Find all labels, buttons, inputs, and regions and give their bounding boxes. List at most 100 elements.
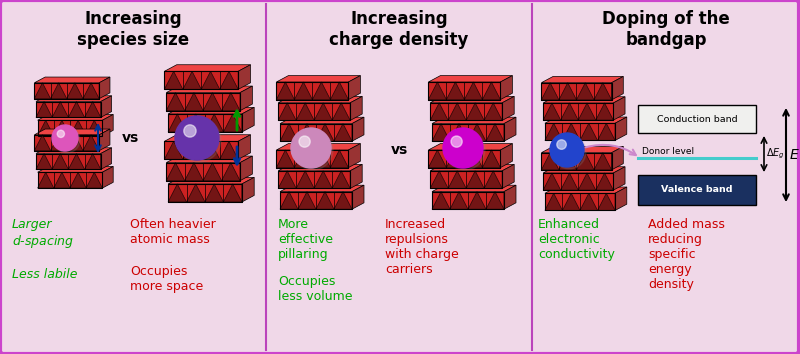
Polygon shape	[350, 164, 362, 188]
Polygon shape	[429, 82, 501, 99]
Polygon shape	[66, 135, 83, 151]
Text: E: E	[790, 148, 798, 162]
Polygon shape	[36, 154, 101, 169]
Text: Donor level: Donor level	[642, 147, 694, 156]
Polygon shape	[280, 185, 364, 192]
Polygon shape	[466, 171, 484, 188]
Polygon shape	[559, 153, 577, 170]
Polygon shape	[280, 124, 298, 141]
Polygon shape	[561, 173, 578, 190]
Polygon shape	[468, 124, 486, 141]
Polygon shape	[38, 172, 54, 188]
Polygon shape	[598, 123, 615, 141]
Polygon shape	[330, 82, 349, 99]
Polygon shape	[277, 82, 294, 99]
Polygon shape	[561, 103, 578, 120]
Polygon shape	[54, 120, 70, 136]
Polygon shape	[611, 147, 623, 170]
Circle shape	[552, 135, 586, 169]
Text: Occupies
less volume: Occupies less volume	[278, 275, 353, 303]
Polygon shape	[543, 173, 561, 190]
Polygon shape	[316, 124, 334, 141]
Polygon shape	[205, 114, 223, 132]
Polygon shape	[349, 76, 360, 99]
Polygon shape	[330, 150, 349, 167]
Polygon shape	[543, 103, 561, 120]
Polygon shape	[598, 193, 615, 210]
Polygon shape	[203, 93, 222, 111]
Polygon shape	[430, 96, 514, 103]
Polygon shape	[238, 135, 250, 159]
Polygon shape	[545, 187, 627, 193]
Polygon shape	[165, 135, 250, 141]
Polygon shape	[430, 103, 502, 120]
Polygon shape	[34, 135, 50, 151]
Circle shape	[451, 136, 462, 147]
Polygon shape	[277, 82, 349, 99]
Polygon shape	[223, 184, 242, 202]
Polygon shape	[577, 153, 594, 170]
Polygon shape	[278, 171, 296, 188]
Polygon shape	[34, 77, 110, 83]
Polygon shape	[36, 148, 111, 154]
Polygon shape	[314, 171, 332, 188]
Polygon shape	[429, 150, 446, 167]
Polygon shape	[36, 102, 101, 118]
Polygon shape	[543, 103, 614, 120]
Text: Often heavier
atomic mass: Often heavier atomic mass	[130, 218, 216, 246]
Circle shape	[550, 133, 584, 167]
Polygon shape	[68, 102, 85, 118]
Polygon shape	[429, 82, 446, 99]
Text: Added mass
reducing
specific
energy
density: Added mass reducing specific energy dens…	[648, 218, 725, 291]
Polygon shape	[332, 171, 350, 188]
Polygon shape	[594, 153, 611, 170]
Polygon shape	[430, 103, 448, 120]
Polygon shape	[86, 172, 102, 188]
Polygon shape	[86, 120, 102, 136]
Polygon shape	[99, 129, 110, 151]
Polygon shape	[432, 124, 504, 141]
Polygon shape	[242, 177, 254, 202]
Polygon shape	[296, 103, 314, 120]
Polygon shape	[542, 83, 611, 100]
Text: Increasing
charge density: Increasing charge density	[330, 10, 469, 49]
Polygon shape	[352, 185, 364, 209]
Polygon shape	[203, 162, 222, 181]
Text: Doping of the
bandgap: Doping of the bandgap	[602, 10, 730, 49]
Polygon shape	[278, 171, 350, 188]
Polygon shape	[501, 76, 512, 99]
Text: Valence band: Valence band	[662, 185, 733, 194]
Polygon shape	[614, 97, 625, 120]
Polygon shape	[432, 192, 504, 209]
Polygon shape	[70, 172, 86, 188]
Circle shape	[299, 136, 310, 147]
Polygon shape	[101, 96, 111, 118]
Polygon shape	[448, 171, 466, 188]
Polygon shape	[545, 123, 615, 141]
Polygon shape	[468, 192, 486, 209]
Polygon shape	[596, 103, 614, 120]
Circle shape	[443, 128, 483, 168]
Polygon shape	[578, 103, 596, 120]
Text: Less labile: Less labile	[12, 268, 78, 281]
Polygon shape	[430, 171, 448, 188]
Polygon shape	[502, 96, 514, 120]
Polygon shape	[316, 192, 334, 209]
Polygon shape	[166, 93, 185, 111]
Circle shape	[52, 125, 78, 151]
Polygon shape	[596, 173, 614, 190]
Polygon shape	[280, 192, 298, 209]
Polygon shape	[280, 192, 352, 209]
Polygon shape	[240, 86, 252, 111]
Text: vs: vs	[390, 143, 408, 157]
Polygon shape	[545, 123, 562, 141]
Polygon shape	[464, 82, 482, 99]
Polygon shape	[66, 83, 83, 99]
Polygon shape	[240, 156, 252, 181]
Text: Occupies
more space: Occupies more space	[130, 265, 203, 293]
Polygon shape	[312, 82, 330, 99]
Polygon shape	[222, 93, 240, 111]
Polygon shape	[450, 192, 468, 209]
Polygon shape	[277, 76, 360, 82]
Polygon shape	[168, 184, 186, 202]
